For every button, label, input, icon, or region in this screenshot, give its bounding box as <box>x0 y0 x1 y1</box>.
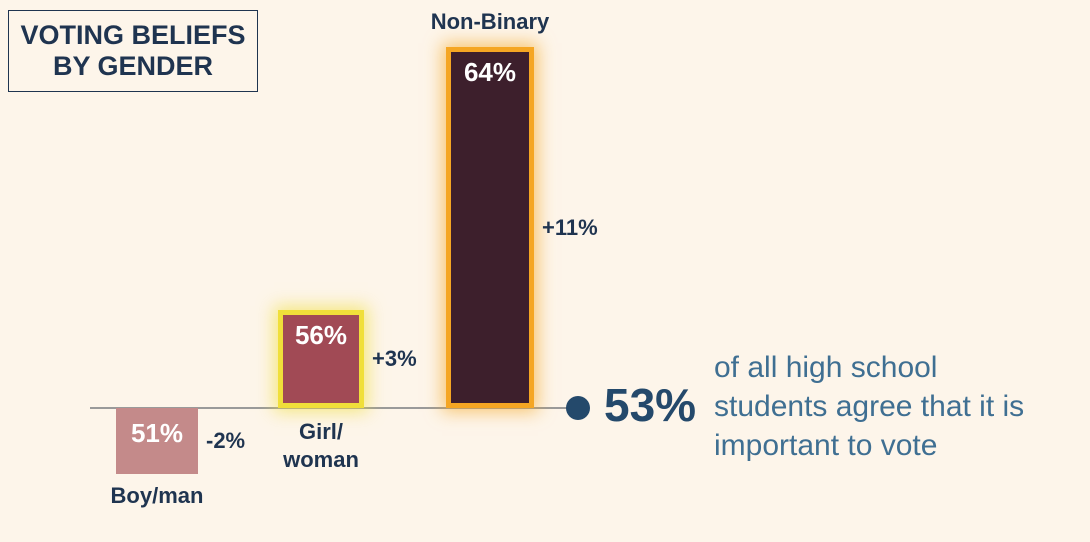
bar <box>278 309 364 408</box>
difference-label: +11% <box>542 214 598 240</box>
reference-dot <box>566 396 590 420</box>
category-label: Girl/ woman <box>283 419 359 472</box>
category-label: Boy/man <box>110 483 204 508</box>
chart-title: VOTING BELIEFS BY GENDER <box>8 10 258 92</box>
reference-description: of all high school students agree that i… <box>714 351 1025 462</box>
difference-label: +3% <box>372 345 417 371</box>
bar <box>446 47 534 408</box>
value-label: 51% <box>130 418 184 448</box>
value-label: 64% <box>463 57 517 88</box>
category-label: Non-Binary <box>430 9 550 34</box>
reference-label: 53% <box>604 379 697 431</box>
difference-label: -2% <box>206 427 246 453</box>
bar <box>116 408 198 474</box>
value-label: 56% <box>294 319 348 350</box>
